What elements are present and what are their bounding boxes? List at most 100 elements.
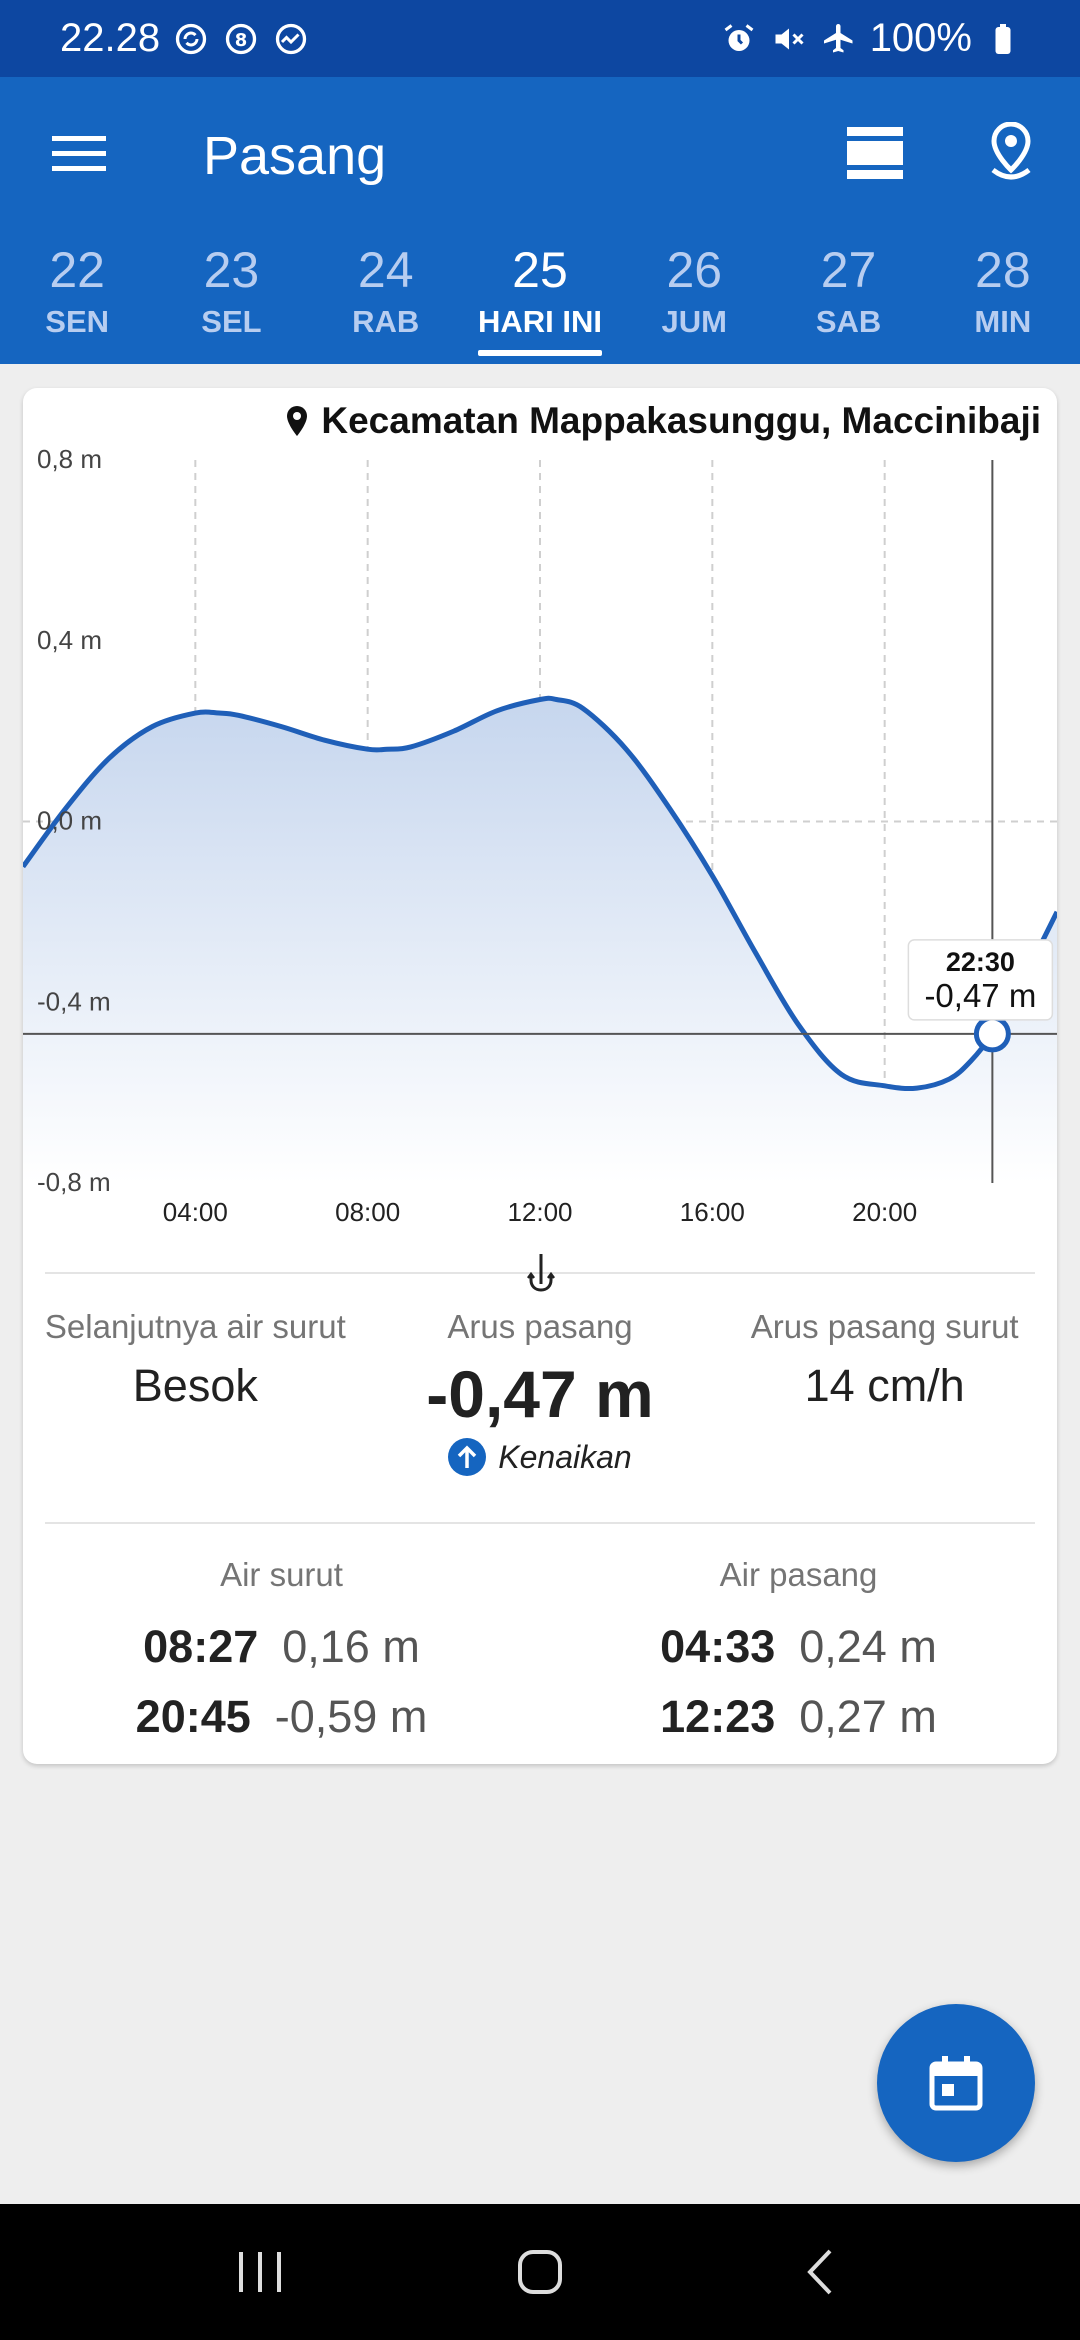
menu-button[interactable] [42,117,116,191]
day-name: HARI INI [477,304,602,339]
active-tab-indicator [477,350,602,356]
location-label[interactable]: Kecamatan Mappakasunggu, Maccinibaji [285,396,1041,446]
trend-indicator: Kenaikan [368,1438,713,1476]
high-tide-column: Air pasang 04:33 0,24 m 12:23 0,27 m [540,1556,1057,1752]
recent-apps-icon [239,2252,281,2292]
day-tab-25[interactable]: 25 HARI INI [463,232,617,364]
tide-height: 0,27 m [799,1691,937,1742]
view-toggle-button[interactable] [838,113,912,193]
tide-time: 08:27 [143,1621,259,1672]
y-tick-label: -0,4 m [37,986,111,1016]
tide-area [23,698,1057,1183]
activity-icon [272,20,310,58]
location-pin-icon [991,122,1031,180]
high-tide-row: 04:33 0,24 m [660,1612,937,1682]
view-list-icon [847,127,903,179]
y-tick-label: 0,8 m [37,444,102,474]
day-tab-27[interactable]: 27 SAB [771,232,925,364]
app-8-icon: 8 [222,20,260,58]
current-stat: Arus pasang surut 14 cm/h [712,1308,1057,1476]
fishing-hook-icon [527,1254,555,1292]
day-tab-23[interactable]: 23 SEL [154,232,308,364]
next-tide-stat: Selanjutnya air surut Besok [23,1308,368,1476]
alarm-icon [720,20,758,58]
day-name: MIN [974,304,1032,339]
next-tide-label: Selanjutnya air surut [44,1308,346,1345]
calendar-icon [929,2056,983,2111]
system-nav-bar [0,2204,1080,2340]
app-title: Pasang [203,126,387,186]
high-tide-title: Air pasang [719,1556,878,1593]
day-number: 25 [512,242,568,298]
current-label: Arus pasang surut [750,1308,1019,1345]
tide-height: -0,59 m [274,1691,428,1742]
menu-icon [52,136,106,171]
stats-row: Selanjutnya air surut Besok Arus pasang … [23,1308,1057,1476]
current-value: 14 cm/h [804,1360,965,1411]
x-tick-label: 04:00 [163,1197,228,1227]
day-tab-22[interactable]: 22 SEN [0,232,154,364]
x-tick-label: 08:00 [335,1197,400,1227]
x-tick-label: 16:00 [680,1197,745,1227]
x-tick-label: 20:00 [852,1197,917,1227]
location-button[interactable] [974,113,1048,193]
tide-height: 0,24 m [799,1621,937,1672]
cursor-tooltip [907,939,1054,1021]
day-number: 27 [820,242,877,298]
calendar-button[interactable] [877,2004,1035,2162]
day-name: SAB [815,304,882,339]
app-bar: Pasang [0,77,1080,232]
tide-card: 04:00 08:00 12:00 16:00 20:00 0,8 m 0,4 m 0,0 m… [23,388,1057,1764]
mute-icon [770,20,808,58]
airplane-icon [820,20,858,58]
battery-icon [984,20,1022,58]
day-name: JUM [661,304,727,339]
back-button[interactable] [775,2227,865,2317]
tide-curve [23,695,1057,1092]
trend-label: Kenaikan [498,1438,632,1475]
tides-table: Air surut 08:27 0,16 m 20:45 -0,59 m Air p… [23,1556,1057,1752]
day-tabs: 22 SEN 23 SEL 24 RAB 25 HARI INI 26 JUM 27 SAB… [0,232,1080,364]
cursor-point[interactable] [973,1015,1011,1053]
y-tick-label: 0,4 m [37,625,102,655]
y-tick-label: -0,8 m [37,1167,111,1197]
location-name: Kecamatan Mappakasunggu, Maccinibaji [321,400,1041,441]
tide-level-label: Arus pasang [447,1308,633,1345]
status-time: 22.28 [60,16,161,60]
tide-level-stat: Arus pasang -0,47 m Kenaikan [368,1308,713,1476]
home-icon [518,2250,562,2294]
next-tide-value: Besok [132,1360,258,1411]
location-pin-icon [287,406,308,436]
day-number: 24 [357,242,414,298]
day-number: 26 [666,242,723,298]
day-name: SEN [45,304,110,339]
day-number: 28 [975,242,1031,298]
day-tab-26[interactable]: 26 JUM [617,232,771,364]
back-icon [807,2249,832,2295]
battery-percent: 100% [869,16,972,60]
tide-level-value: -0,47 m [426,1357,654,1431]
tide-time: 20:45 [135,1691,251,1742]
low-tide-title: Air surut [220,1556,343,1593]
recent-apps-button[interactable] [215,2227,305,2317]
tooltip-value: -0,47 m [924,977,1036,1014]
day-number: 23 [203,242,260,298]
sync-icon [172,20,210,58]
tide-chart[interactable]: 04:00 08:00 12:00 16:00 20:00 0,8 m 0,4 m 0,0 m… [23,388,1057,1238]
y-tick-label: 0,0 m [37,806,102,836]
tide-time: 04:33 [660,1621,776,1672]
x-tick-label: 12:00 [507,1197,572,1227]
arrow-up-icon [448,1438,487,1476]
tide-height: 0,16 m [282,1621,420,1672]
low-tide-column: Air surut 08:27 0,16 m 20:45 -0,59 m [23,1556,540,1752]
status-bar: 22.28 8 100% [0,0,1080,77]
home-button[interactable] [495,2227,585,2317]
tooltip-time: 22:30 [946,947,1015,977]
day-tab-28[interactable]: 28 MIN [926,232,1080,364]
svg-text:8: 8 [235,29,248,50]
high-tide-row: 12:23 0,27 m [660,1682,937,1752]
day-number: 22 [49,242,105,298]
low-tide-row: 20:45 -0,59 m [136,1682,428,1752]
day-name: RAB [352,304,420,339]
day-tab-24[interactable]: 24 RAB [309,232,463,364]
